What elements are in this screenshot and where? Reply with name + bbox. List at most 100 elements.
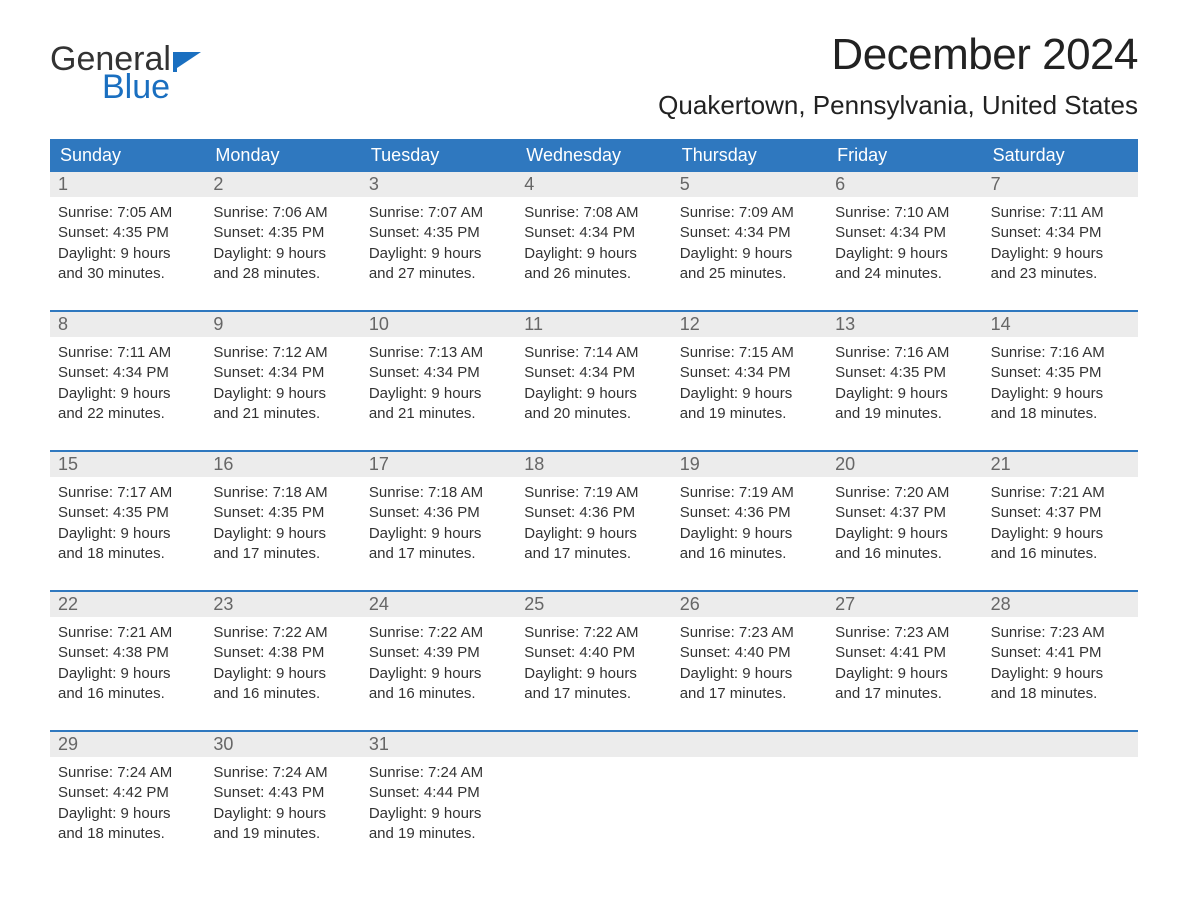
sunset-text: Sunset: 4:35 PM	[991, 363, 1130, 383]
daylight-text-2: and 17 minutes.	[213, 544, 352, 564]
day-cell: Sunrise: 7:16 AMSunset: 4:35 PMDaylight:…	[827, 337, 982, 428]
daylight-text-2: and 22 minutes.	[58, 404, 197, 424]
daylight-text-2: and 16 minutes.	[58, 684, 197, 704]
daylight-text-1: Daylight: 9 hours	[213, 524, 352, 544]
daylight-text-1: Daylight: 9 hours	[680, 664, 819, 684]
day-cell: Sunrise: 7:22 AMSunset: 4:38 PMDaylight:…	[205, 617, 360, 708]
sunrise-text: Sunrise: 7:08 AM	[524, 203, 663, 223]
daylight-text-1: Daylight: 9 hours	[213, 664, 352, 684]
daylight-text-2: and 30 minutes.	[58, 264, 197, 284]
sunrise-text: Sunrise: 7:16 AM	[991, 343, 1130, 363]
daylight-text-2: and 17 minutes.	[835, 684, 974, 704]
daylight-text-2: and 16 minutes.	[369, 684, 508, 704]
sunrise-text: Sunrise: 7:18 AM	[369, 483, 508, 503]
sunset-text: Sunset: 4:34 PM	[680, 223, 819, 243]
day-cell: Sunrise: 7:11 AMSunset: 4:34 PMDaylight:…	[983, 197, 1138, 288]
day-cell: Sunrise: 7:23 AMSunset: 4:41 PMDaylight:…	[827, 617, 982, 708]
sunrise-text: Sunrise: 7:17 AM	[58, 483, 197, 503]
sunrise-text: Sunrise: 7:13 AM	[369, 343, 508, 363]
sunset-text: Sunset: 4:44 PM	[369, 783, 508, 803]
daylight-text-2: and 19 minutes.	[835, 404, 974, 424]
day-number: 6	[827, 172, 982, 197]
daylight-text-1: Daylight: 9 hours	[524, 524, 663, 544]
daylight-text-2: and 24 minutes.	[835, 264, 974, 284]
daylight-text-1: Daylight: 9 hours	[991, 384, 1130, 404]
daylight-text-2: and 28 minutes.	[213, 264, 352, 284]
daylight-text-1: Daylight: 9 hours	[369, 524, 508, 544]
day-number-row: 293031	[50, 732, 1138, 757]
day-number: 23	[205, 592, 360, 617]
daylight-text-2: and 18 minutes.	[58, 544, 197, 564]
day-cell: Sunrise: 7:24 AMSunset: 4:42 PMDaylight:…	[50, 757, 205, 848]
daylight-text-1: Daylight: 9 hours	[369, 804, 508, 824]
daylight-text-2: and 17 minutes.	[524, 684, 663, 704]
day-number	[516, 732, 671, 757]
day-number: 28	[983, 592, 1138, 617]
logo: General Blue	[50, 30, 203, 104]
daylight-text-1: Daylight: 9 hours	[680, 244, 819, 264]
day-cell: Sunrise: 7:05 AMSunset: 4:35 PMDaylight:…	[50, 197, 205, 288]
sunrise-text: Sunrise: 7:07 AM	[369, 203, 508, 223]
weekday: Thursday	[672, 139, 827, 172]
daylight-text-1: Daylight: 9 hours	[58, 664, 197, 684]
sunset-text: Sunset: 4:42 PM	[58, 783, 197, 803]
daylight-text-1: Daylight: 9 hours	[835, 384, 974, 404]
sunrise-text: Sunrise: 7:21 AM	[991, 483, 1130, 503]
day-cell: Sunrise: 7:23 AMSunset: 4:40 PMDaylight:…	[672, 617, 827, 708]
day-number: 12	[672, 312, 827, 337]
daylight-text-1: Daylight: 9 hours	[213, 804, 352, 824]
day-cell: Sunrise: 7:22 AMSunset: 4:39 PMDaylight:…	[361, 617, 516, 708]
day-number: 4	[516, 172, 671, 197]
sunset-text: Sunset: 4:35 PM	[58, 503, 197, 523]
day-cell: Sunrise: 7:07 AMSunset: 4:35 PMDaylight:…	[361, 197, 516, 288]
daylight-text-1: Daylight: 9 hours	[835, 244, 974, 264]
day-cell: Sunrise: 7:19 AMSunset: 4:36 PMDaylight:…	[672, 477, 827, 568]
day-number: 25	[516, 592, 671, 617]
sunrise-text: Sunrise: 7:18 AM	[213, 483, 352, 503]
day-number	[672, 732, 827, 757]
sunset-text: Sunset: 4:34 PM	[991, 223, 1130, 243]
sunset-text: Sunset: 4:34 PM	[213, 363, 352, 383]
day-cell: Sunrise: 7:08 AMSunset: 4:34 PMDaylight:…	[516, 197, 671, 288]
day-cell: Sunrise: 7:15 AMSunset: 4:34 PMDaylight:…	[672, 337, 827, 428]
daylight-text-2: and 20 minutes.	[524, 404, 663, 424]
day-number: 18	[516, 452, 671, 477]
day-cell: Sunrise: 7:23 AMSunset: 4:41 PMDaylight:…	[983, 617, 1138, 708]
logo-word-2: Blue	[102, 70, 203, 104]
day-number-row: 22232425262728	[50, 592, 1138, 617]
calendar-week: 15161718192021Sunrise: 7:17 AMSunset: 4:…	[50, 450, 1138, 568]
sunrise-text: Sunrise: 7:06 AM	[213, 203, 352, 223]
daylight-text-2: and 17 minutes.	[369, 544, 508, 564]
day-cell: Sunrise: 7:17 AMSunset: 4:35 PMDaylight:…	[50, 477, 205, 568]
day-cell: Sunrise: 7:11 AMSunset: 4:34 PMDaylight:…	[50, 337, 205, 428]
day-number: 14	[983, 312, 1138, 337]
day-cell	[672, 757, 827, 848]
header: General Blue December 2024 Quakertown, P…	[50, 30, 1138, 121]
day-cell: Sunrise: 7:16 AMSunset: 4:35 PMDaylight:…	[983, 337, 1138, 428]
sunset-text: Sunset: 4:37 PM	[835, 503, 974, 523]
day-number: 22	[50, 592, 205, 617]
sunrise-text: Sunrise: 7:15 AM	[680, 343, 819, 363]
sunset-text: Sunset: 4:39 PM	[369, 643, 508, 663]
day-cell: Sunrise: 7:21 AMSunset: 4:37 PMDaylight:…	[983, 477, 1138, 568]
daylight-text-2: and 27 minutes.	[369, 264, 508, 284]
calendar-week: 891011121314Sunrise: 7:11 AMSunset: 4:34…	[50, 310, 1138, 428]
weekday: Saturday	[983, 139, 1138, 172]
sunset-text: Sunset: 4:34 PM	[680, 363, 819, 383]
daylight-text-1: Daylight: 9 hours	[835, 664, 974, 684]
daylight-text-2: and 16 minutes.	[835, 544, 974, 564]
day-number: 15	[50, 452, 205, 477]
day-cell	[983, 757, 1138, 848]
daylight-text-2: and 16 minutes.	[213, 684, 352, 704]
sunrise-text: Sunrise: 7:24 AM	[58, 763, 197, 783]
sunset-text: Sunset: 4:41 PM	[835, 643, 974, 663]
sunrise-text: Sunrise: 7:14 AM	[524, 343, 663, 363]
daylight-text-1: Daylight: 9 hours	[524, 244, 663, 264]
day-cell: Sunrise: 7:18 AMSunset: 4:36 PMDaylight:…	[361, 477, 516, 568]
daylight-text-1: Daylight: 9 hours	[991, 244, 1130, 264]
daylight-text-1: Daylight: 9 hours	[680, 524, 819, 544]
daylight-text-2: and 18 minutes.	[991, 684, 1130, 704]
sunrise-text: Sunrise: 7:24 AM	[213, 763, 352, 783]
day-cell: Sunrise: 7:24 AMSunset: 4:44 PMDaylight:…	[361, 757, 516, 848]
day-number: 16	[205, 452, 360, 477]
